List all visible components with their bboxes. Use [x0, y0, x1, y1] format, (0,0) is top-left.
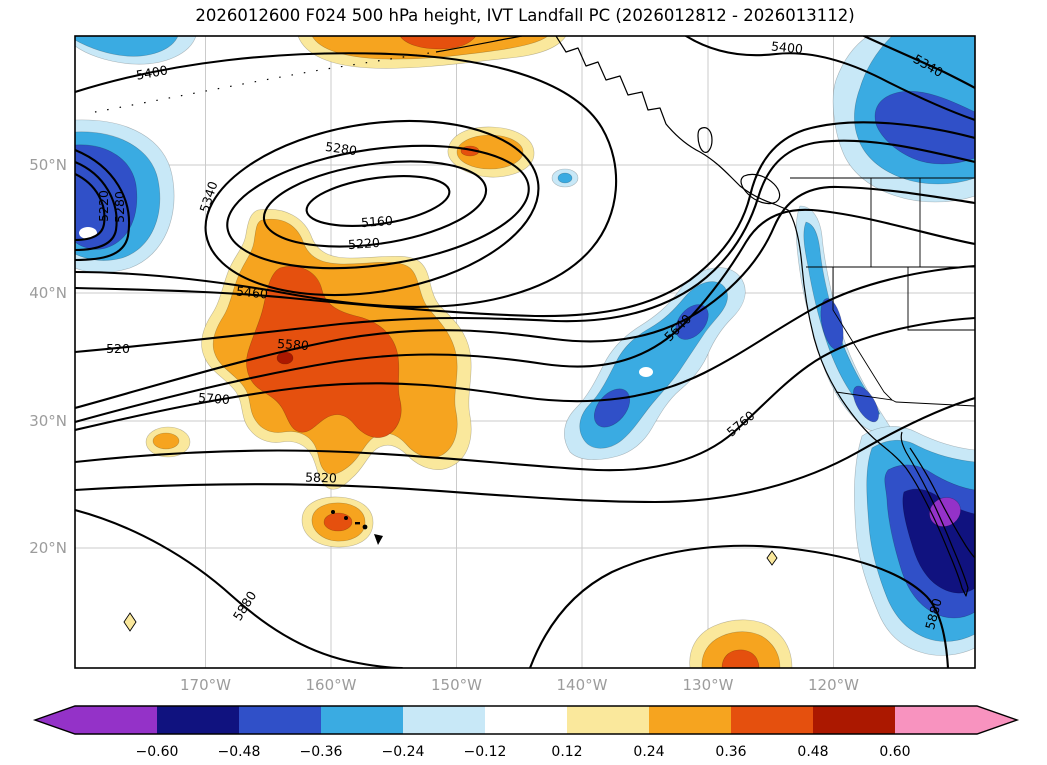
colorbar-segment: [813, 706, 895, 734]
contour-5820: [75, 396, 975, 504]
contour-5220-west-lobe: [75, 172, 106, 242]
contour-labels: 5400 5340 5280 5160 5220 5280 5220 5460 …: [96, 38, 946, 631]
colorbar: −0.60 −0.48 −0.36 −0.24 −0.12 0.12 0.24 …: [32, 705, 1020, 760]
contour-5280-west-lobe: [75, 160, 118, 252]
shade-band-hole: [639, 367, 653, 377]
contour-label: 5220: [348, 235, 381, 252]
colorbar-segment: [157, 706, 239, 734]
contour-5340-ring: [204, 119, 540, 297]
colorbar-segment: [321, 706, 403, 734]
colorbar-tick: 0.24: [633, 744, 664, 760]
x-tick-170w: 170°W: [180, 676, 231, 694]
contour-5460: [75, 121, 975, 318]
shade-speck-cyan: [557, 172, 573, 184]
contour-label: 5220: [96, 190, 111, 222]
contour-5220-ring: [262, 160, 488, 248]
contour-label: 5820: [305, 469, 337, 485]
contour-label: 5460: [235, 283, 268, 301]
contour-label: 5280: [112, 191, 127, 223]
haida-gwaii-island: [697, 127, 713, 153]
contour-5160-ring: [305, 175, 451, 227]
shade-west-hole: [79, 227, 97, 239]
y-axis-ticks: 50°N 40°N 30°N 20°N: [29, 156, 67, 557]
y-tick-20n: 20°N: [29, 539, 67, 557]
contour-5700: [75, 264, 975, 432]
contour-5580: [75, 185, 975, 410]
border-ca-nv: [832, 267, 893, 401]
y-tick-30n: 30°N: [29, 412, 67, 430]
plot-border: [74, 35, 976, 669]
contour-5340-west-lobe: [75, 148, 131, 262]
contour-label: 5700: [198, 390, 231, 407]
colorbar-segment: [731, 706, 813, 734]
contour-layer: [75, 36, 975, 668]
contour-5880-west: [75, 508, 404, 668]
colorbar-segment: [239, 706, 321, 734]
colorbar-segment: [567, 706, 649, 734]
contour-5640: [75, 208, 975, 424]
colorbar-tick: 0.36: [715, 744, 746, 760]
colorbar-tick: −0.36: [300, 744, 343, 760]
gulf-of-california-coast: [909, 447, 975, 559]
colorbar-tick: 0.60: [879, 744, 910, 760]
x-tick-140w: 140°W: [557, 676, 608, 694]
colorbar-tick: 0.48: [797, 744, 828, 760]
x-tick-160w: 160°W: [306, 676, 357, 694]
border-nv-ut-az: [907, 267, 975, 331]
plot-title: 2026012600 F024 500 hPa height, IVT Land…: [195, 6, 854, 25]
contour-5760: [75, 316, 975, 472]
colorbar-segment: [403, 706, 485, 734]
shade-westspot-orange: [152, 432, 180, 450]
x-tick-130w: 130°W: [683, 676, 734, 694]
contour-label: 5580: [277, 336, 310, 353]
contour-label: 520: [106, 341, 130, 356]
colorbar-under-arrow: [35, 706, 157, 734]
contour-label: 5160: [361, 213, 394, 230]
shade-topleft-cyan: [75, 36, 179, 57]
colorbar-tick-labels: −0.60 −0.48 −0.36 −0.24 −0.12 0.12 0.24 …: [136, 744, 911, 760]
border-us-mexico: [835, 391, 975, 407]
colorbar-tick: −0.48: [218, 744, 261, 760]
contour-label: 5400: [770, 38, 803, 56]
shade-central-darkred: [276, 351, 294, 365]
shade-bottom-red: [721, 649, 760, 668]
colorbar-segment: [485, 706, 567, 734]
y-tick-50n: 50°N: [29, 156, 67, 174]
shade-south-purple: [929, 497, 961, 527]
y-tick-40n: 40°N: [29, 284, 67, 302]
contour-5520: [75, 139, 975, 354]
shade-coast-cyan: [803, 221, 881, 415]
colorbar-outline: [32, 705, 1020, 735]
colorbar-tick: −0.60: [136, 744, 179, 760]
marker-yellow-diamond-sw: [123, 612, 137, 632]
north-america-coastline: [555, 36, 969, 597]
colorbar-segment: [649, 706, 731, 734]
geography-layer: [94, 36, 975, 597]
x-tick-150w: 150°W: [431, 676, 482, 694]
contour-5400-northeast: [684, 36, 975, 122]
shade-central-red: [246, 266, 402, 438]
shade-top-band-red: [399, 36, 477, 50]
colorbar-tick: 0.12: [551, 744, 582, 760]
contour-label: 5280: [324, 139, 358, 158]
contour-label: 5400: [135, 62, 169, 82]
shading-layer: [75, 36, 975, 668]
contour-5400-main: [75, 52, 618, 308]
x-tick-120w: 120°W: [808, 676, 859, 694]
contour-5340-northeast: [862, 36, 975, 90]
contour-5280-ring: [226, 144, 530, 270]
colorbar-tick: −0.24: [382, 744, 425, 760]
contour-5880-east: [528, 544, 950, 668]
state-borders: [790, 177, 975, 407]
shade-hawaii-red: [323, 512, 353, 532]
hawaii-islands: [331, 510, 383, 545]
colorbar-over-arrow: [895, 706, 1017, 734]
marker-yellow-diamond-se: [766, 550, 778, 566]
x-axis-ticks: 170°W 160°W 150°W 140°W 130°W 120°W: [180, 676, 859, 694]
alaska-peninsula-coast: [435, 36, 523, 53]
colorbar-tick: −0.12: [464, 744, 507, 760]
